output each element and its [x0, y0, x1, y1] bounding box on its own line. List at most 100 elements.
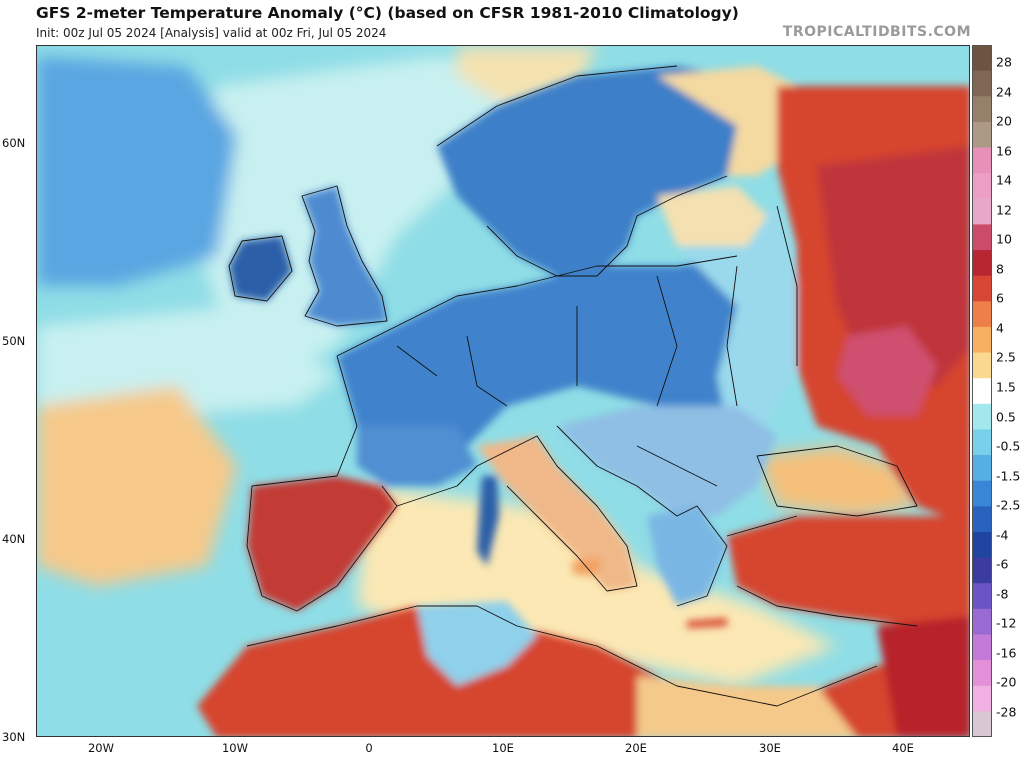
tunisia-algeria-cool — [417, 601, 537, 686]
colorbar-label: 16 — [996, 143, 1012, 159]
greece-land — [647, 506, 727, 606]
colorbar-swatch — [972, 403, 992, 430]
colorbar-label: -12 — [996, 615, 1017, 631]
britain-coast — [301, 185, 388, 327]
lon-label-0: 0 — [365, 741, 373, 755]
france-south-blue — [357, 426, 477, 486]
colorbar-label: 20 — [996, 113, 1012, 129]
colorbar-swatch — [972, 634, 992, 661]
colorbar-swatch — [972, 660, 992, 687]
scandinavia-coast — [436, 65, 728, 277]
colorbar-swatch — [972, 429, 992, 456]
med-north-coast — [396, 435, 638, 592]
colorbar-label: 24 — [996, 84, 1012, 100]
lon-label-40e: 40E — [892, 741, 914, 755]
colorbar-swatch — [972, 301, 992, 328]
adriatic-balkan-coast — [556, 425, 728, 607]
colorbar-label: 8 — [996, 261, 1004, 277]
lat-label-40n: 40N — [2, 532, 26, 546]
colorbar-swatch — [972, 147, 992, 174]
lat-label-30n: 30N — [2, 730, 26, 744]
colorbar-swatch — [972, 275, 992, 302]
lon-label-10e: 10E — [492, 741, 514, 755]
colorbar-swatch — [972, 326, 992, 354]
colorbar-swatch — [972, 173, 992, 200]
colorbar-label: 14 — [996, 172, 1012, 188]
colorbar-swatch — [972, 480, 992, 507]
lon-label-30e: 30E — [759, 741, 781, 755]
baltic-warm-patch — [657, 186, 767, 246]
turkey-hot — [727, 516, 969, 626]
colorbar-label: -28 — [996, 704, 1017, 720]
temperature-anomaly-map — [36, 45, 970, 737]
coastlines-borders — [228, 65, 918, 707]
colorbar-swatch — [972, 557, 992, 584]
lon-label-20e: 20E — [625, 741, 647, 755]
russia-deep-hot — [817, 146, 969, 386]
colorbar-swatch — [972, 198, 992, 225]
colorbar-label: 2.5 — [996, 349, 1016, 365]
warm-atlantic-anomaly — [37, 386, 237, 586]
libya-egypt-pale — [637, 676, 856, 736]
colorbar-swatch — [972, 685, 992, 712]
colorbar-label: -1.5 — [996, 468, 1021, 484]
colorbar-label: 10 — [996, 231, 1012, 247]
finland-russia-west — [657, 66, 797, 176]
italy-land — [477, 436, 637, 591]
colorbar-label: -16 — [996, 645, 1017, 661]
colorbar-label: 28 — [996, 54, 1012, 70]
black-sea-warm — [757, 446, 917, 516]
colorbar-swatch — [972, 224, 992, 251]
colorbar-swatch — [972, 250, 992, 277]
colorbar-label: -4 — [996, 527, 1009, 543]
colorbar-swatch — [972, 378, 992, 405]
crete — [687, 618, 727, 628]
colorbar-swatch — [972, 531, 992, 559]
africa-coast — [246, 605, 878, 707]
ukraine-pink — [837, 326, 937, 416]
turkey-coast — [726, 515, 918, 627]
colorbar-swatch — [972, 121, 992, 149]
iberia-hot — [247, 476, 397, 611]
colorbar-border — [972, 45, 992, 737]
levant-hot — [877, 616, 969, 736]
atlantic-pale-band — [37, 306, 337, 416]
continental-coast — [336, 255, 738, 357]
colorbar-label: -0.5 — [996, 438, 1021, 454]
lat-label-60n: 60N — [2, 136, 26, 150]
colorbar-legend — [972, 45, 992, 737]
lon-label-20w: 20W — [87, 741, 115, 755]
scandinavia-land — [437, 66, 757, 276]
colorbar-swatch — [972, 506, 992, 533]
colorbar-label: -20 — [996, 674, 1017, 690]
colorbar-swatch — [972, 608, 992, 635]
sardinia-corsica — [477, 476, 499, 566]
colorbar-label: 6 — [996, 290, 1004, 306]
great-britain-land — [302, 186, 387, 326]
nw-cold-ocean — [37, 56, 237, 286]
colorbar-label: -2.5 — [996, 497, 1021, 513]
colorbar-swatch — [972, 455, 992, 482]
lon-label-10w: 10W — [221, 741, 249, 755]
map-canvas — [37, 46, 969, 736]
colorbar-label: 0.5 — [996, 409, 1016, 425]
colorbar-label: 12 — [996, 202, 1012, 218]
colorbar-swatch — [972, 45, 992, 72]
colorbar-swatch — [972, 583, 992, 610]
site-credit: TROPICALTIDBITS.COM — [782, 24, 971, 40]
north-africa-hot — [197, 606, 969, 736]
page-title: GFS 2-meter Temperature Anomaly (°C) (ba… — [36, 4, 739, 22]
lat-label-50n: 50N — [2, 334, 26, 348]
colorbar-label: -8 — [996, 586, 1009, 602]
ireland-land — [229, 236, 292, 301]
ireland-coast — [228, 235, 293, 302]
colorbar-swatch — [972, 711, 992, 737]
greenland-sea-warm — [457, 46, 597, 106]
colorbar-swatch — [972, 96, 992, 123]
black-sea-coast — [756, 445, 918, 517]
colorbar-swatch — [972, 70, 992, 97]
biscay-iberia-coast — [246, 355, 398, 612]
colorbar-swatch — [972, 352, 992, 379]
colorbar-label: 1.5 — [996, 379, 1016, 395]
borders-sample — [396, 205, 798, 487]
